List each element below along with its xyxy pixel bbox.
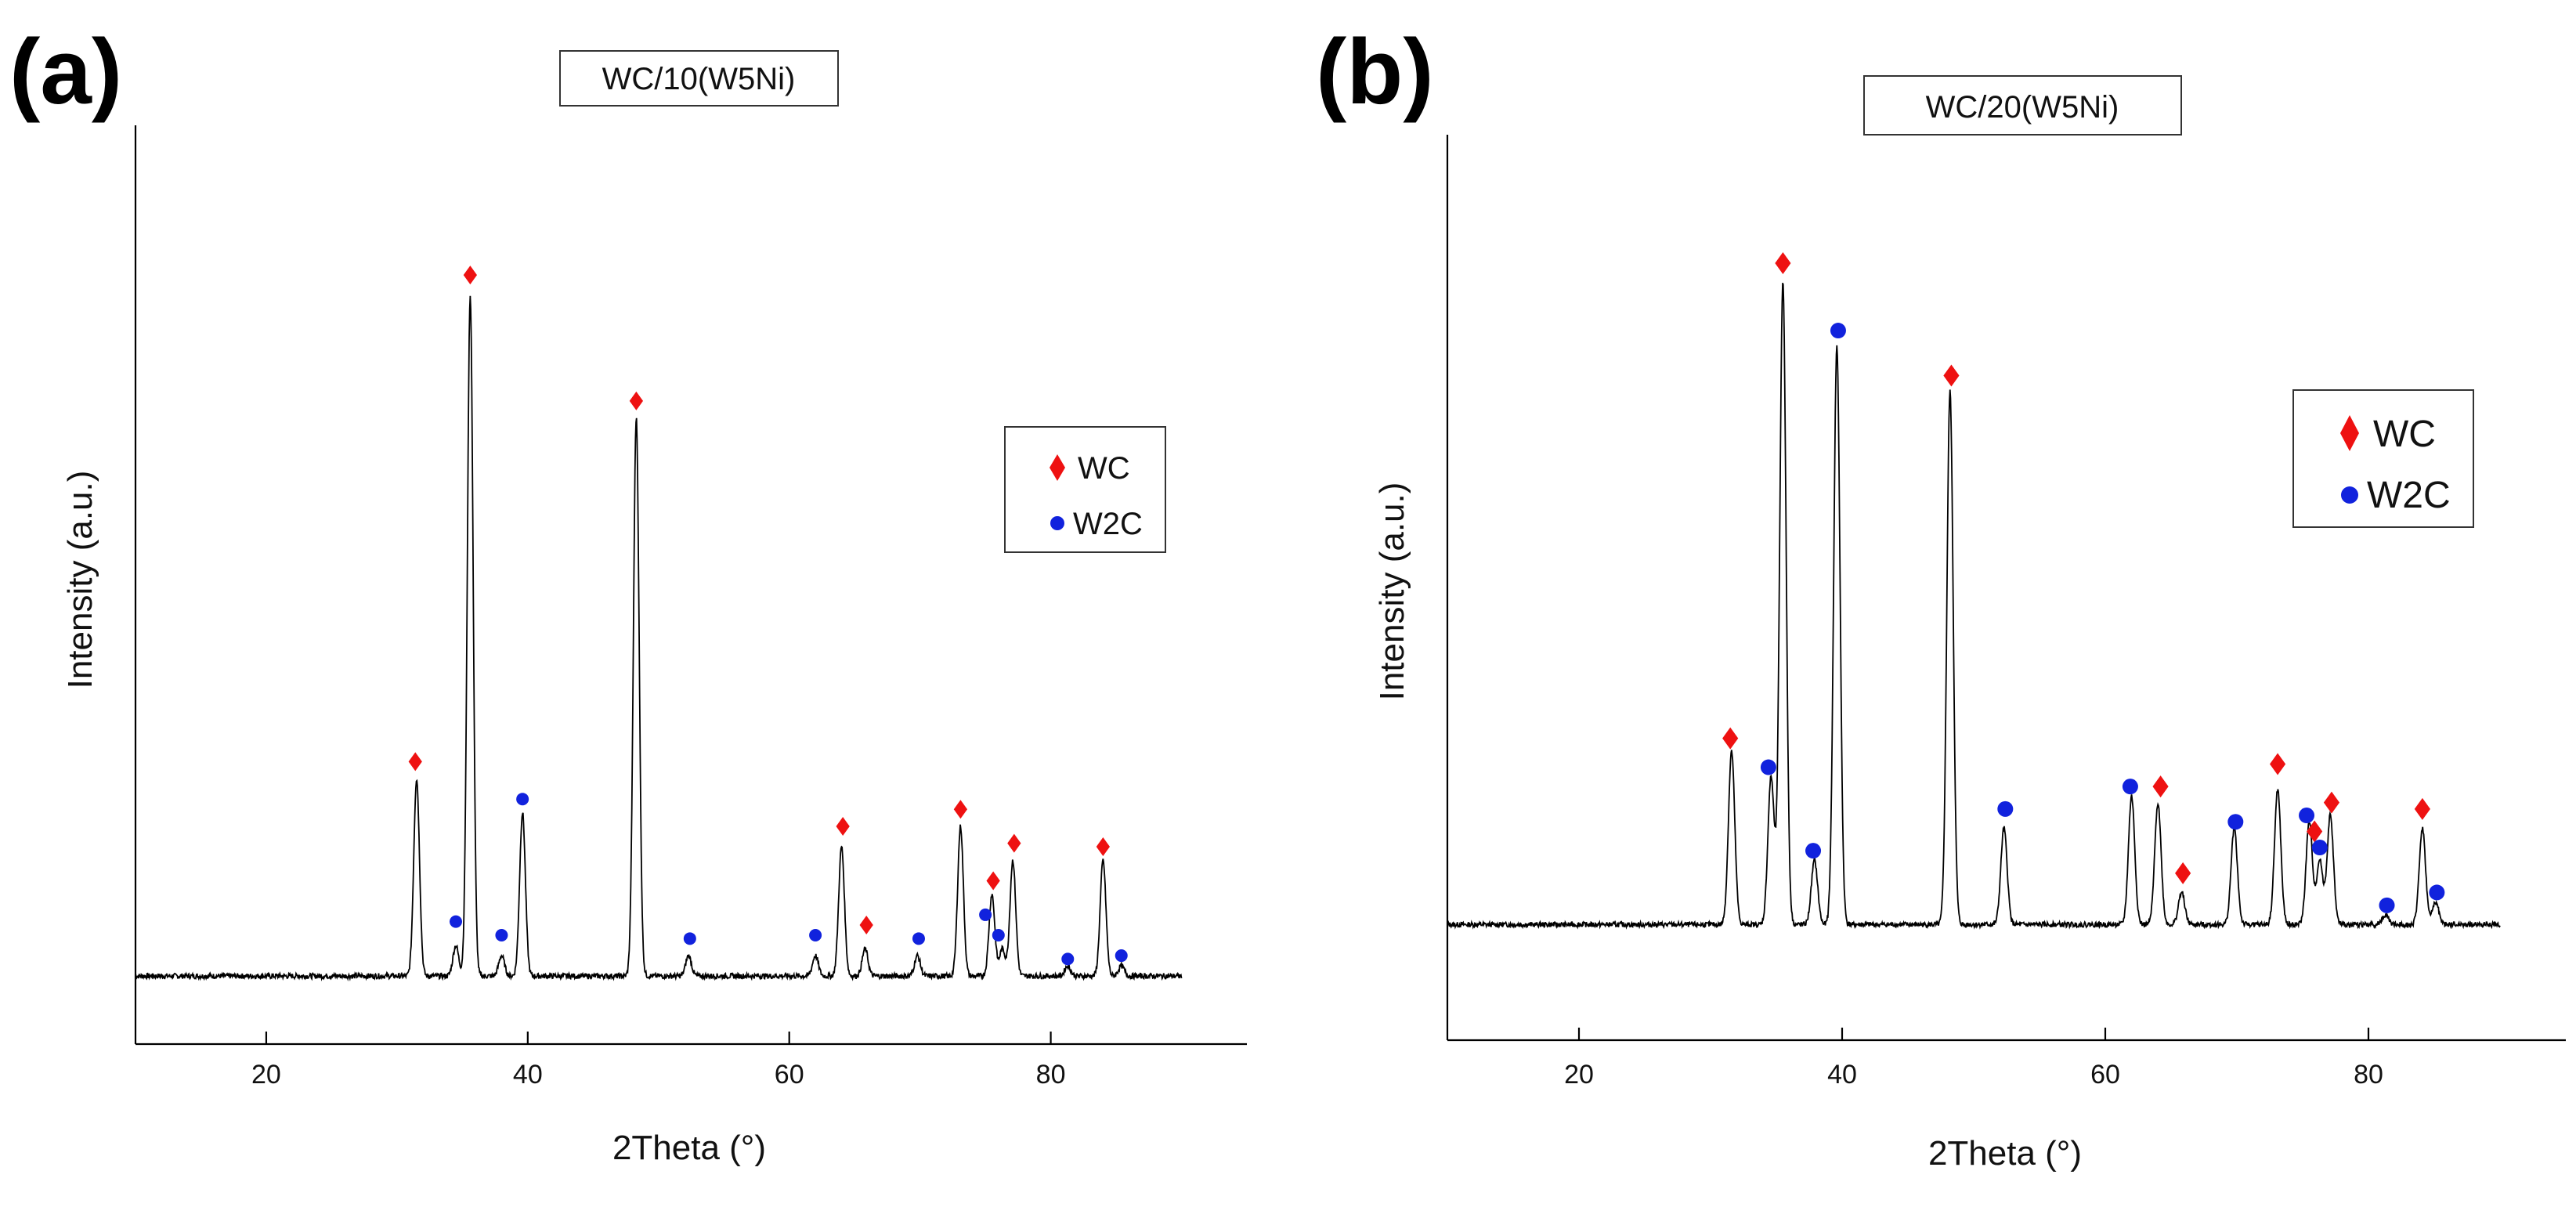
panel-b-wc-marker (1943, 364, 1960, 387)
panel-a-w2c-marker (912, 932, 925, 945)
panel-b-w2c-marker (1997, 800, 2014, 817)
panel-a-w2c-marker (1061, 952, 1075, 966)
panel-b-label: (b) (1316, 20, 1434, 124)
panel-b-w2c-marker (2311, 840, 2328, 856)
panel-a-legend-wc-diamond (1050, 454, 1065, 481)
panel-a-wc-marker (836, 816, 850, 836)
panel-b-w2c-marker (2379, 897, 2395, 913)
panel-a-w2c-marker (450, 915, 463, 928)
panel-a-legend-w2c-circle (1050, 516, 1064, 530)
panel-b-legend-wc-diamond (2340, 415, 2359, 451)
panel-a-label: (a) (9, 20, 122, 124)
panel-a-wc-marker (953, 800, 968, 819)
panel-b-legend-wc-label: WC (2373, 414, 2436, 455)
panel-a: (a) WC/10(W5Ni) 20 40 60 80 2Theta (°) Inte… (9, 20, 1247, 1167)
panel-a-legend-box (1004, 426, 1166, 553)
panel-b-title-box (1863, 75, 2182, 136)
panel-b-w2c-marker (1805, 843, 1822, 859)
panel-a-w2c-marker (809, 928, 822, 941)
panel-b-phase-markers (1722, 251, 2445, 913)
panel-a-title: WC/10(W5Ni) (602, 62, 796, 96)
panel-a-w2c-marker (992, 928, 1005, 941)
panel-b-y-axis-label: Intensity (a.u.) (1373, 482, 1411, 701)
panel-a-w2c-marker (979, 908, 992, 921)
panel-a-x-ticks: 20 40 60 80 (251, 1032, 1066, 1090)
panel-b-legend-w2c-circle (2341, 486, 2358, 504)
panel-b-wc-marker (2152, 775, 2169, 798)
panel-a-wc-marker (1096, 837, 1111, 857)
panel-a-wc-marker (986, 871, 1000, 891)
panel-b-w2c-marker (2122, 779, 2138, 795)
panel-a-title-box (559, 50, 839, 107)
panel-a-legend-w2c-label: W2C (1073, 507, 1143, 541)
panel-a-legend-wc-label: WC (1078, 451, 1130, 486)
panel-b-title: WC/20(W5Ni) (1926, 90, 2119, 125)
panel-a-wc-marker (629, 391, 644, 410)
panel-b-wc-marker (2175, 862, 2191, 884)
panel-a-phase-markers (408, 266, 1128, 966)
panel-a-legend: WC W2C (1004, 426, 1166, 553)
panel-b-w2c-marker (1830, 323, 1846, 339)
panel-b-w2c-marker (2429, 884, 2445, 901)
panel-b-x-tick-label: 60 (2090, 1060, 2120, 1090)
panel-a-wc-marker (1007, 833, 1021, 853)
panel-a-x-tick-label: 20 (251, 1060, 281, 1090)
panel-b-wc-marker (2323, 791, 2340, 814)
panel-b-x-axis-label: 2Theta (°) (1928, 1134, 2082, 1173)
panel-b-x-tick-label: 80 (2354, 1060, 2383, 1090)
panel-b: (b) WC/20(W5Ni) 20 40 60 80 2Theta (°) Inte… (1316, 20, 2566, 1173)
panel-a-w2c-marker (683, 932, 696, 945)
panel-b-wc-marker (2307, 820, 2323, 843)
panel-b-xrd-pattern (1447, 283, 2501, 930)
panel-a-wc-marker (408, 752, 422, 772)
panel-a-y-axis-label: Intensity (a.u.) (61, 471, 99, 689)
panel-b-wc-marker (2414, 797, 2430, 820)
panel-b-legend: WC W2C (2292, 389, 2474, 528)
panel-b-wc-marker (1775, 251, 1791, 274)
panel-b-x-ticks: 20 40 60 80 (1564, 1028, 2383, 1090)
panel-a-x-tick-label: 80 (1036, 1060, 1066, 1090)
panel-b-wc-marker (1722, 727, 1739, 750)
panel-b-w2c-marker (2227, 814, 2244, 830)
panel-a-w2c-marker (1115, 949, 1128, 963)
panel-a-x-axis-label: 2Theta (°) (612, 1129, 766, 1167)
panel-a-xrd-pattern (135, 295, 1183, 981)
panel-a-x-tick-label: 60 (775, 1060, 804, 1090)
panel-a-wc-marker (859, 915, 873, 934)
panel-b-w2c-marker (1760, 759, 1776, 775)
panel-b-legend-box (2292, 389, 2474, 528)
panel-b-x-tick-label: 40 (1827, 1060, 1857, 1090)
panel-a-w2c-marker (495, 928, 508, 941)
panel-a-w2c-marker (516, 793, 529, 806)
panel-b-wc-marker (2270, 753, 2286, 775)
panel-b-legend-w2c-label: W2C (2367, 475, 2451, 516)
panel-b-w2c-marker (2299, 808, 2315, 824)
panel-b-x-tick-label: 20 (1564, 1060, 1594, 1090)
panel-a-x-tick-label: 40 (513, 1060, 543, 1090)
panel-a-wc-marker (463, 266, 478, 285)
